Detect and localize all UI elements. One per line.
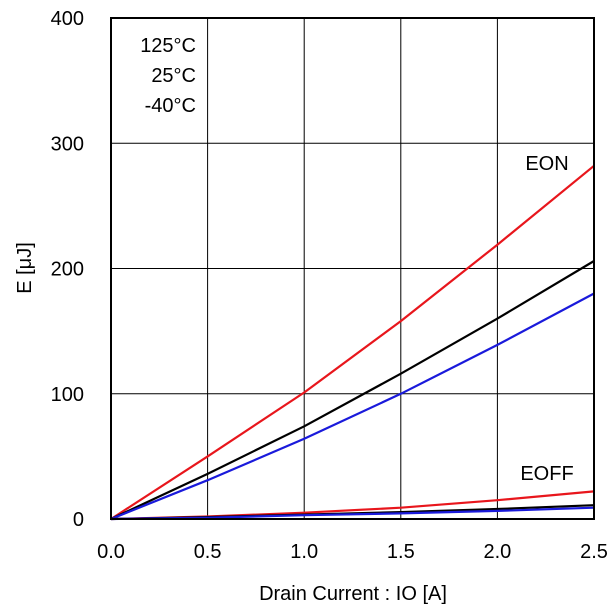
series-line-eon-0: [110, 164, 595, 520]
legend-entry-25c: 25°C: [151, 65, 196, 87]
series-lines: [110, 164, 595, 521]
y-tick-label: 200: [51, 259, 84, 281]
annotation-eon: EON: [525, 153, 568, 175]
plot-frame: [110, 17, 595, 520]
series-line-eon-2: [110, 292, 595, 521]
x-tick-label: 2.0: [483, 541, 511, 563]
y-tick-label: 400: [51, 8, 84, 30]
legend: 125°C 25°C -40°C: [140, 35, 196, 117]
x-tick-label: 0.5: [194, 541, 222, 563]
y-tick-label: 100: [51, 384, 84, 406]
y-axis-label: E [μJ]: [14, 242, 36, 294]
grid: [111, 18, 594, 519]
annotation-eoff: EOFF: [520, 463, 573, 485]
x-tick-labels: 0.0 0.5 1.0 1.5 2.0 2.5: [97, 541, 608, 563]
y-tick-labels: 0 100 200 300 400: [51, 8, 84, 531]
legend-entry-125c: 125°C: [140, 35, 196, 57]
series-line-eoff-5: [110, 506, 595, 521]
series-line-eon-1: [110, 260, 595, 520]
legend-entry-minus40c: -40°C: [145, 95, 196, 117]
y-tick-label: 0: [73, 509, 84, 531]
x-tick-label: 1.5: [387, 541, 415, 563]
y-tick-label: 300: [51, 133, 84, 155]
x-tick-label: 1.0: [290, 541, 318, 563]
x-tick-label: 2.5: [580, 541, 608, 563]
x-tick-label: 0.0: [97, 541, 125, 563]
x-axis-label: Drain Current : IO [A]: [259, 583, 447, 605]
